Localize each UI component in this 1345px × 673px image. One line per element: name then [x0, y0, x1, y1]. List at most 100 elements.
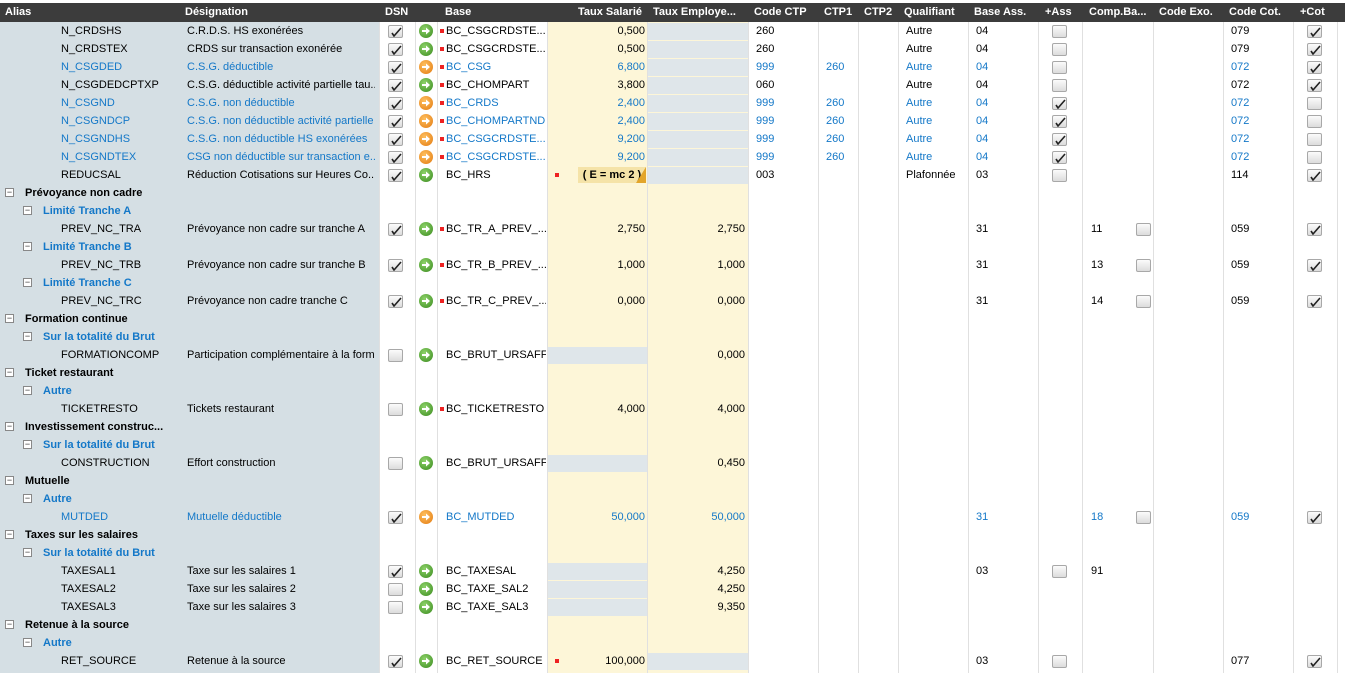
qualifiant-cell[interactable]	[906, 256, 966, 274]
base-ass-cell[interactable]: 04	[976, 133, 989, 145]
qualifiant-cell[interactable]: Autre	[906, 25, 933, 37]
code-ctp-cell[interactable]: 999	[756, 133, 775, 145]
collapse-toggle-icon[interactable]: −	[23, 205, 32, 215]
arrow-right-green-icon[interactable]	[419, 168, 433, 182]
col-header-designation[interactable]: Désignation	[185, 6, 248, 18]
base-cell[interactable]: BC_CSGCRDSTE...	[446, 43, 546, 55]
comp-base-cell[interactable]: 91	[1091, 565, 1104, 577]
plus-ass-checkbox[interactable]	[1052, 79, 1067, 92]
alias-cell[interactable]: TAXESAL1	[61, 565, 116, 577]
base-ass-cell[interactable]	[976, 580, 1036, 598]
qualifiant-cell[interactable]: Autre	[906, 97, 933, 109]
ctp1-cell[interactable]	[826, 346, 856, 364]
code-ctp-cell[interactable]: 999	[756, 97, 775, 109]
ctp1-cell[interactable]	[826, 292, 856, 310]
formula-cell[interactable]: ( E = mc 2 )	[578, 167, 646, 183]
dsn-checkbox[interactable]	[388, 97, 403, 110]
taux-salarie-cell[interactable]: 9,200	[617, 133, 645, 145]
ctp1-cell[interactable]: 260	[826, 97, 845, 109]
comp-base-cell[interactable]	[1091, 400, 1131, 418]
code-cot-cell[interactable]	[1231, 400, 1291, 418]
base-ass-cell[interactable]	[976, 454, 1036, 472]
comp-base-cell[interactable]	[1091, 454, 1131, 472]
dsn-checkbox[interactable]	[388, 169, 403, 182]
base-ass-cell[interactable]: 31	[976, 223, 989, 235]
base-cell[interactable]: BC_CSG	[446, 61, 492, 73]
col-header-code-cot[interactable]: Code Cot.	[1229, 6, 1281, 18]
code-ctp-cell[interactable]: 999	[756, 61, 775, 73]
code-ctp-cell[interactable]	[756, 652, 816, 670]
base-ass-cell[interactable]: 04	[976, 25, 989, 37]
code-ctp-cell[interactable]: 260	[756, 25, 775, 37]
plus-ass-checkbox[interactable]	[1052, 151, 1067, 164]
code-ctp-cell[interactable]: 260	[756, 43, 775, 55]
ctp1-cell[interactable]: 260	[826, 115, 845, 127]
qualifiant-cell[interactable]	[906, 292, 966, 310]
ctp1-cell[interactable]: 260	[826, 61, 845, 73]
code-cot-cell[interactable]: 072	[1231, 79, 1250, 91]
taux-salarie-cell[interactable]: 3,800	[617, 79, 645, 91]
comp-base-checkbox[interactable]	[1136, 223, 1151, 236]
collapse-toggle-icon[interactable]: −	[5, 313, 14, 323]
base-ass-cell[interactable]	[976, 400, 1036, 418]
dsn-checkbox[interactable]	[388, 511, 403, 524]
alias-cell[interactable]: N_CSGNDTEX	[61, 151, 137, 163]
plus-ass-checkbox[interactable]	[1052, 133, 1067, 146]
comp-base-cell[interactable]: 11	[1091, 223, 1103, 235]
base-cell[interactable]: BC_MUTDED	[446, 511, 515, 523]
alias-cell[interactable]: PREV_NC_TRB	[61, 259, 142, 271]
col-header-base-ass[interactable]: Base Ass.	[974, 6, 1027, 18]
code-cot-cell[interactable]: 059	[1231, 223, 1250, 235]
plus-cot-checkbox[interactable]	[1307, 169, 1322, 182]
comp-base-cell[interactable]	[1091, 76, 1131, 94]
dsn-checkbox[interactable]	[388, 601, 403, 614]
alias-cell[interactable]: TICKETRESTO	[61, 403, 138, 415]
code-ctp-cell[interactable]	[756, 400, 816, 418]
arrow-right-green-icon[interactable]	[419, 600, 433, 614]
alias-cell[interactable]: N_CSGDED	[61, 61, 123, 73]
arrow-right-orange-icon[interactable]	[419, 510, 433, 524]
code-ctp-cell[interactable]	[756, 562, 816, 580]
col-header-qualifiant[interactable]: Qualifiant	[904, 6, 955, 18]
arrow-right-green-icon[interactable]	[419, 222, 433, 236]
plus-ass-checkbox[interactable]	[1052, 169, 1067, 182]
plus-ass-checkbox[interactable]	[1052, 25, 1067, 38]
base-cell[interactable]: BC_CHOMPART	[446, 79, 530, 91]
plus-cot-checkbox[interactable]	[1307, 61, 1322, 74]
alias-cell[interactable]: PREV_NC_TRC	[61, 295, 142, 307]
base-ass-cell[interactable]: 04	[976, 97, 989, 109]
code-cot-cell[interactable]: 079	[1231, 43, 1250, 55]
base-ass-cell[interactable]: 04	[976, 151, 989, 163]
base-cell[interactable]: BC_TAXE_SAL3	[446, 601, 529, 613]
designation-cell[interactable]: C.S.G. non déductible	[187, 97, 295, 109]
taux-salarie-cell[interactable]: 2,400	[617, 115, 645, 127]
ctp1-cell[interactable]	[826, 22, 856, 40]
taux-salarie-cell[interactable]	[560, 598, 645, 616]
dsn-checkbox[interactable]	[388, 133, 403, 146]
base-cell[interactable]: BC_CHOMPARTND	[446, 115, 546, 127]
ctp1-cell[interactable]	[826, 652, 856, 670]
plus-cot-checkbox[interactable]	[1307, 655, 1322, 668]
base-ass-cell[interactable]: 31	[976, 511, 989, 523]
plus-cot-checkbox[interactable]	[1307, 223, 1322, 236]
plus-ass-checkbox[interactable]	[1052, 565, 1067, 578]
designation-cell[interactable]: Prévoyance non cadre sur tranche A	[187, 223, 365, 235]
dsn-checkbox[interactable]	[388, 259, 403, 272]
ctp1-cell[interactable]	[826, 598, 856, 616]
ctp1-cell[interactable]	[826, 562, 856, 580]
ctp1-cell[interactable]: 260	[826, 151, 845, 163]
code-ctp-cell[interactable]	[756, 346, 816, 364]
arrow-right-green-icon[interactable]	[419, 294, 433, 308]
comp-base-cell[interactable]	[1091, 58, 1131, 76]
base-cell[interactable]: BC_TR_C_PREV_...	[446, 295, 546, 307]
comp-base-cell[interactable]	[1091, 112, 1131, 130]
designation-cell[interactable]: C.S.G. non déductible HS exonérées	[187, 133, 368, 145]
ctp1-cell[interactable]: 260	[826, 133, 845, 145]
ctp1-cell[interactable]	[826, 220, 856, 238]
designation-cell[interactable]: Retenue à la source	[187, 655, 286, 667]
code-cot-cell[interactable]: 072	[1231, 61, 1250, 73]
comp-base-checkbox[interactable]	[1136, 295, 1151, 308]
col-header-taux-employeur[interactable]: Taux Employe...	[653, 6, 736, 18]
ctp1-cell[interactable]	[826, 508, 856, 526]
plus-cot-checkbox[interactable]	[1307, 25, 1322, 38]
